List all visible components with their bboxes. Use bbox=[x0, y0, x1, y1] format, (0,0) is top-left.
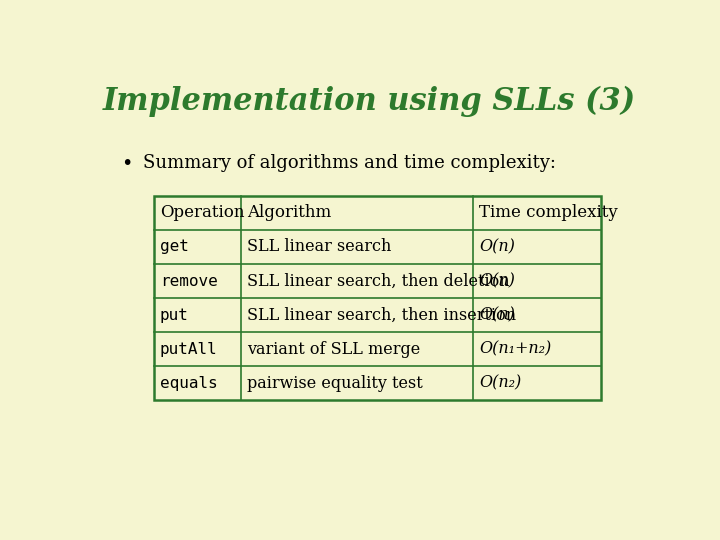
Text: equals: equals bbox=[160, 376, 217, 391]
Text: pairwise equality test: pairwise equality test bbox=[247, 375, 423, 392]
Bar bbox=[154, 196, 600, 400]
Text: Algorithm: Algorithm bbox=[247, 204, 331, 221]
Text: Summary of algorithms and time complexity:: Summary of algorithms and time complexit… bbox=[143, 154, 556, 172]
Text: remove: remove bbox=[160, 274, 217, 288]
Text: get: get bbox=[160, 239, 189, 254]
Text: O(n₁+n₂): O(n₁+n₂) bbox=[479, 341, 552, 357]
Text: O(n₂): O(n₂) bbox=[479, 375, 521, 392]
Text: O(n): O(n) bbox=[479, 307, 515, 323]
Text: SLL linear search, then insertion: SLL linear search, then insertion bbox=[247, 307, 516, 323]
Text: Implementation using SLLs (3): Implementation using SLLs (3) bbox=[102, 85, 636, 117]
Text: put: put bbox=[160, 308, 189, 322]
Text: SLL linear search: SLL linear search bbox=[247, 239, 391, 255]
Text: Operation: Operation bbox=[160, 204, 244, 221]
Text: variant of SLL merge: variant of SLL merge bbox=[247, 341, 420, 357]
Text: O(n): O(n) bbox=[479, 273, 515, 289]
Text: putAll: putAll bbox=[160, 342, 217, 357]
Text: Time complexity: Time complexity bbox=[479, 204, 618, 221]
Text: •: • bbox=[121, 154, 132, 173]
Text: SLL linear search, then deletion: SLL linear search, then deletion bbox=[247, 273, 510, 289]
Text: O(n): O(n) bbox=[479, 239, 515, 255]
